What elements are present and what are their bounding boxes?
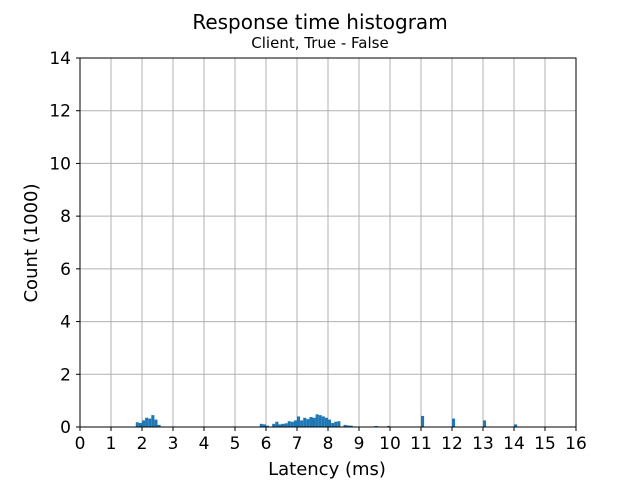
histogram-bar — [154, 419, 158, 427]
histogram-bar — [483, 420, 487, 427]
x-tick-label: 2 — [137, 434, 148, 454]
histogram-bar — [386, 425, 390, 427]
x-tick-label: 9 — [354, 434, 365, 454]
x-tick-label: 5 — [230, 434, 241, 454]
y-tick-label: 10 — [49, 154, 71, 174]
y-tick-label: 6 — [60, 260, 71, 280]
y-tick-label: 4 — [60, 313, 71, 333]
histogram-bar — [275, 421, 279, 427]
x-tick-label: 4 — [199, 434, 210, 454]
histogram-bar — [272, 423, 276, 427]
x-tick-label: 13 — [472, 434, 494, 454]
histogram-bar — [297, 416, 301, 427]
histogram-bar — [346, 425, 350, 427]
chart-subtitle: Client, True - False — [251, 34, 388, 52]
x-tick-label: 11 — [410, 434, 432, 454]
histogram-bar — [318, 415, 322, 427]
x-tick-label: 1 — [106, 434, 117, 454]
histogram-bar — [287, 421, 291, 427]
y-tick-label: 0 — [60, 418, 71, 438]
y-tick-label: 2 — [60, 365, 71, 385]
histogram-bar — [278, 424, 282, 427]
histogram-bar — [315, 414, 319, 427]
histogram-bar — [157, 424, 161, 427]
histogram-bar — [421, 415, 425, 427]
x-tick-label: 10 — [379, 434, 401, 454]
histogram-bar — [324, 417, 328, 427]
histogram-bar — [290, 421, 294, 427]
histogram-bar — [266, 425, 270, 427]
histogram-bar — [262, 424, 266, 427]
histogram-bar — [334, 421, 338, 427]
x-tick-label: 12 — [441, 434, 463, 454]
x-tick-label: 15 — [534, 434, 556, 454]
x-tick-label: 8 — [323, 434, 334, 454]
histogram-bar — [309, 416, 313, 427]
histogram-bar — [337, 421, 341, 427]
x-tick-label: 16 — [565, 434, 587, 454]
x-tick-label: 7 — [292, 434, 303, 454]
histogram-bar — [306, 419, 310, 427]
histogram-bar — [293, 420, 297, 427]
histogram-bar — [303, 417, 307, 427]
y-axis-ticks: 0 2 4 6 8 10 12 14 — [49, 49, 80, 438]
x-tick-label: 3 — [168, 434, 179, 454]
histogram-bar — [148, 418, 152, 427]
histogram-bars — [135, 414, 518, 427]
x-tick-label: 0 — [75, 434, 86, 454]
y-tick-label: 14 — [49, 49, 71, 69]
histogram-bar — [452, 418, 456, 427]
histogram-bar — [321, 416, 325, 427]
histogram-bar — [135, 422, 139, 427]
y-tick-label: 8 — [60, 207, 71, 227]
histogram-bar — [312, 417, 316, 427]
histogram-bar — [300, 420, 304, 427]
histogram-bar — [331, 423, 335, 427]
x-tick-label: 14 — [503, 434, 525, 454]
histogram-bar — [281, 423, 285, 427]
histogram-bar — [138, 423, 142, 427]
histogram-bar — [259, 423, 263, 427]
histogram-bar — [349, 425, 353, 427]
y-tick-label: 12 — [49, 102, 71, 122]
x-axis-label: Latency (ms) — [268, 459, 386, 480]
x-tick-label: 6 — [261, 434, 272, 454]
histogram-bar — [343, 424, 347, 427]
histogram-bar — [514, 424, 518, 427]
histogram-bar — [284, 423, 288, 427]
histogram-bar — [145, 417, 149, 427]
histogram-bar — [151, 415, 155, 427]
histogram-bar — [374, 425, 378, 427]
histogram-bar — [328, 419, 332, 427]
grid-lines — [79, 57, 577, 428]
chart-title: Response time histogram — [192, 10, 447, 34]
histogram-bar — [142, 420, 146, 427]
y-axis-label: Count (1000) — [21, 183, 42, 302]
x-axis-ticks: 0 1 2 3 4 5 6 7 8 9 10 11 12 13 14 15 16 — [75, 427, 587, 454]
